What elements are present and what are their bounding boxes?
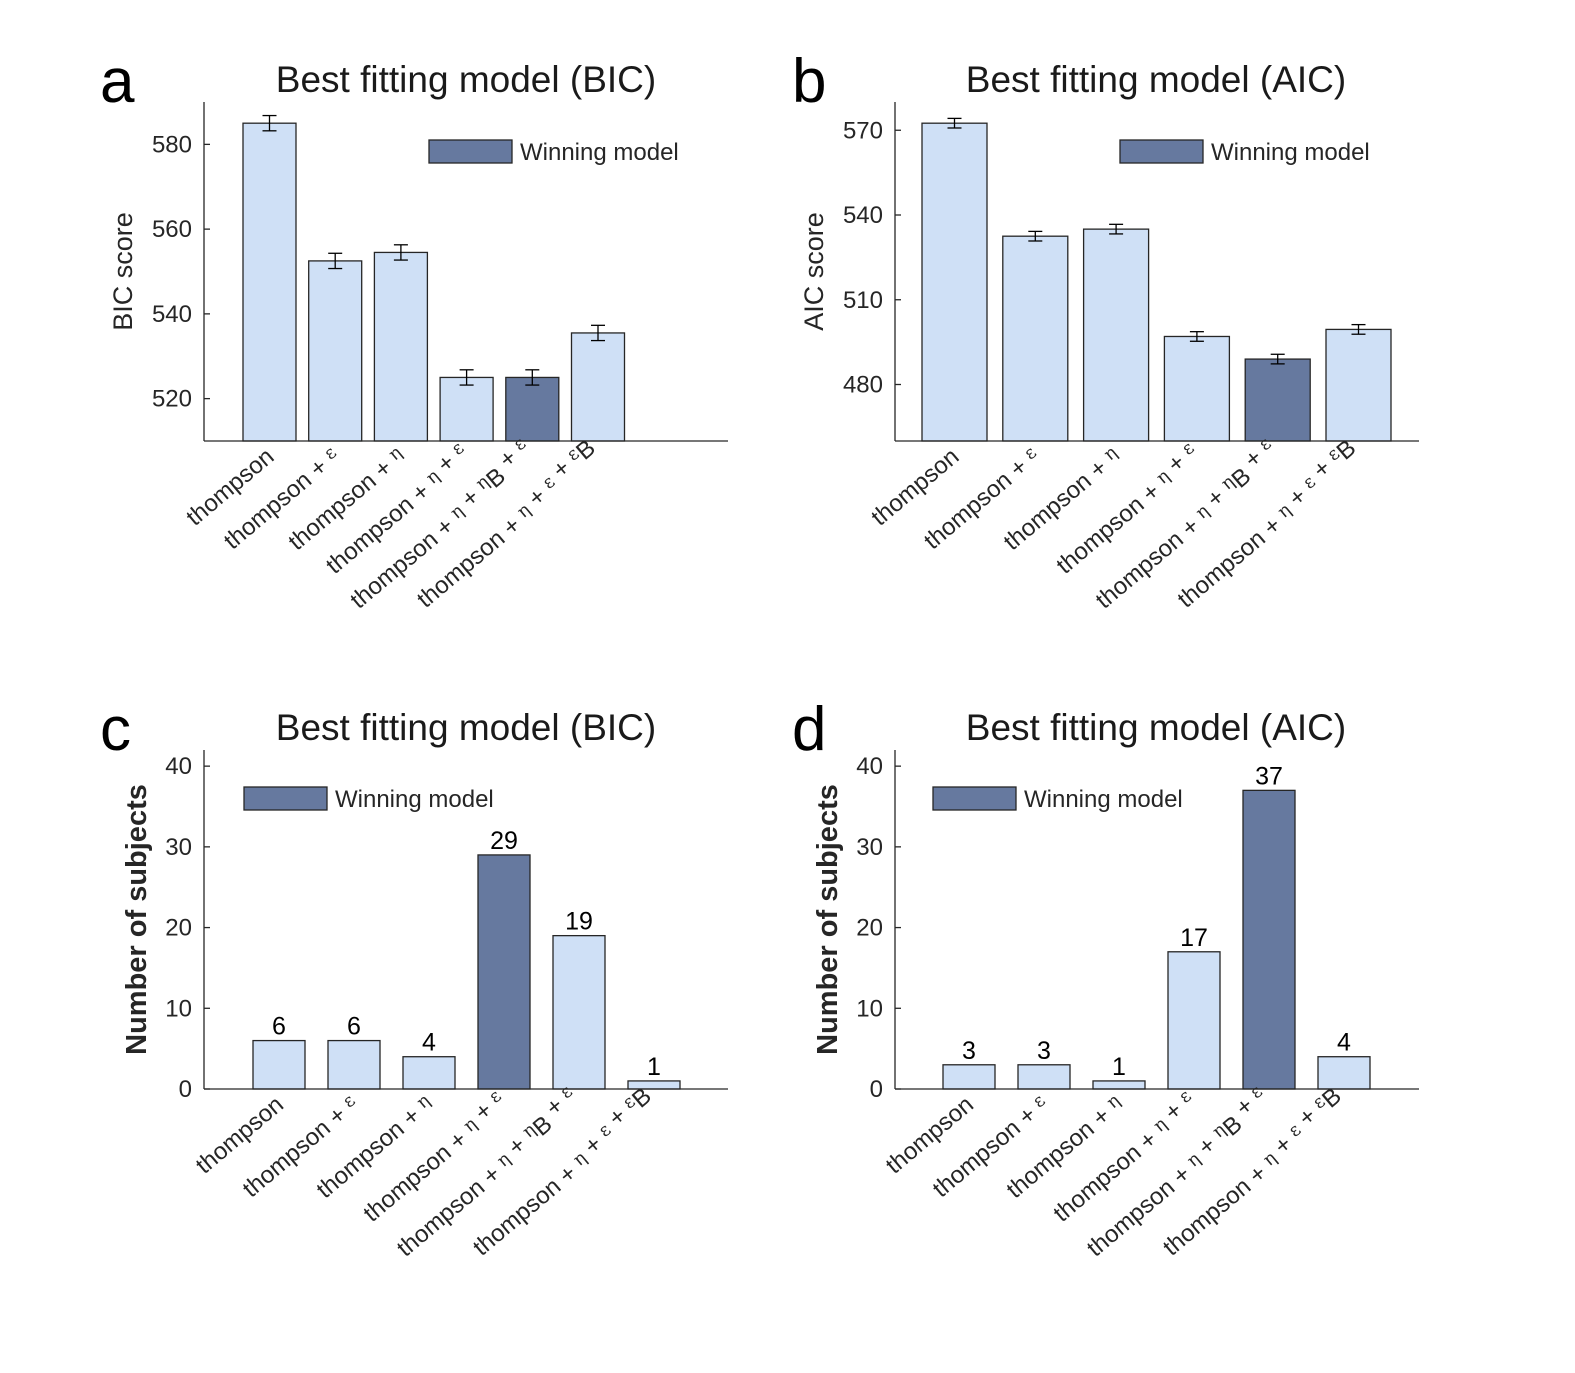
legend-label: Winning model: [1024, 786, 1183, 813]
data-label: 3: [962, 1037, 976, 1065]
data-label: 4: [1337, 1029, 1351, 1057]
bar-winning-model: [505, 376, 560, 442]
y-axis-label: Number of subjects: [812, 784, 844, 1055]
y-tick-label: 20: [165, 915, 192, 942]
legend-label: Winning model: [520, 139, 679, 166]
legend-swatch: [1119, 139, 1204, 164]
y-tick-label: 510: [843, 287, 883, 314]
data-label: 1: [1112, 1053, 1126, 1081]
chart-panel-a: a Best fitting model (BIC)thompsonthompso…: [100, 47, 728, 614]
chart-title: Best fitting model (BIC): [276, 59, 656, 100]
bar: [570, 332, 626, 442]
chart-panel-b: b Best fitting model (AIC)thompsonthompso…: [792, 47, 1419, 614]
y-axis-label: BIC score: [108, 212, 138, 331]
data-label: 4: [422, 1029, 436, 1057]
legend-label: Winning model: [1211, 139, 1370, 166]
y-tick-label: 40: [165, 753, 192, 780]
y-tick-label: 520: [152, 386, 192, 413]
chart-panel-c: c Best fitting model (BIC)6thompson6thomp…: [100, 695, 728, 1262]
bar: [308, 260, 363, 442]
legend-swatch: [243, 786, 328, 811]
y-tick-label: 10: [856, 995, 883, 1022]
y-tick-label: 480: [843, 372, 883, 399]
bar: [252, 1039, 306, 1090]
y-tick-label: 570: [843, 117, 883, 144]
bar: [921, 122, 988, 442]
y-axis-label: AIC score: [799, 212, 829, 331]
bar: [1167, 951, 1221, 1090]
y-tick-label: 540: [152, 301, 192, 328]
y-tick-label: 540: [843, 202, 883, 229]
data-label: 19: [565, 908, 593, 936]
data-label: 6: [272, 1013, 286, 1041]
panel-letter: c: [100, 695, 131, 764]
data-label: 17: [1180, 924, 1208, 952]
bar-winning-model: [1242, 789, 1296, 1090]
y-tick-label: 580: [152, 131, 192, 158]
bar: [1017, 1064, 1071, 1090]
data-label: 37: [1255, 762, 1283, 790]
bar: [1317, 1056, 1371, 1090]
y-tick-label: 40: [856, 753, 883, 780]
y-tick-label: 30: [165, 834, 192, 861]
chart-panel-d: d Best fitting model (AIC)3thompson3thomp…: [792, 695, 1419, 1262]
y-tick-label: 0: [179, 1076, 192, 1103]
bar: [942, 1064, 996, 1090]
y-tick-label: 560: [152, 216, 192, 243]
data-label: 6: [347, 1013, 361, 1041]
bar: [1082, 228, 1150, 442]
bar: [242, 122, 297, 442]
chart-title: Best fitting model (AIC): [966, 707, 1346, 748]
legend-swatch: [932, 786, 1017, 811]
bar: [439, 376, 494, 442]
bar: [402, 1056, 456, 1090]
bar-winning-model: [477, 854, 531, 1090]
bar: [1163, 335, 1231, 442]
bar: [1002, 235, 1069, 442]
legend-swatch: [428, 139, 513, 164]
panel-letter: b: [792, 47, 826, 116]
data-label: 1: [647, 1053, 661, 1081]
legend-label: Winning model: [335, 786, 494, 813]
panel-letter: a: [100, 47, 135, 116]
bar: [327, 1039, 381, 1090]
chart-title: Best fitting model (AIC): [966, 59, 1346, 100]
data-label: 3: [1037, 1037, 1051, 1065]
bar: [373, 251, 429, 442]
bar-winning-model: [1244, 358, 1311, 442]
data-label: 29: [490, 827, 518, 855]
y-axis-label: Number of subjects: [121, 784, 153, 1055]
panel-letter: d: [792, 695, 826, 764]
bar: [1325, 328, 1392, 442]
bar: [1092, 1080, 1146, 1090]
y-tick-label: 30: [856, 834, 883, 861]
y-tick-label: 10: [165, 995, 192, 1022]
chart-title: Best fitting model (BIC): [276, 707, 656, 748]
y-tick-label: 20: [856, 915, 883, 942]
bar: [552, 934, 606, 1090]
y-tick-label: 0: [870, 1076, 883, 1103]
